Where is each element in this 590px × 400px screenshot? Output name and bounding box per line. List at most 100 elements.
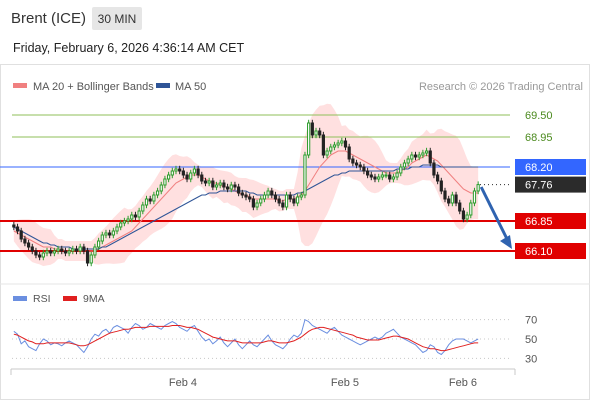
candle-body <box>23 238 27 244</box>
candle-body <box>93 246 97 256</box>
candle-body <box>303 154 307 196</box>
candle-body <box>152 194 156 202</box>
candle-body <box>170 170 174 176</box>
candle-body <box>218 182 222 186</box>
candle-body <box>321 134 325 156</box>
candle-body <box>340 140 344 144</box>
candle-body <box>428 150 432 164</box>
candle-body <box>96 240 101 248</box>
candle-body <box>439 180 443 192</box>
candle-body <box>148 198 152 202</box>
candle-body <box>343 140 348 148</box>
candle-body <box>454 194 458 204</box>
candle-body <box>447 198 451 204</box>
candle-body <box>310 122 314 136</box>
candle-body <box>237 186 241 194</box>
rsi-ma-legend-label: 9MA <box>83 293 105 305</box>
candle-body <box>192 168 197 174</box>
candle-body <box>111 230 115 236</box>
candle-body <box>307 122 311 156</box>
candle-body <box>200 174 204 182</box>
candle-body <box>141 204 145 212</box>
candle-body <box>366 170 370 176</box>
level-box-66.10 <box>515 243 586 259</box>
candle-body <box>292 198 296 204</box>
candle-body <box>122 220 126 224</box>
candle-body <box>137 210 141 218</box>
forecast-arrow-head <box>500 235 512 249</box>
candle-body <box>63 250 68 254</box>
candle-body <box>391 176 396 180</box>
candle-body <box>388 174 392 180</box>
candle-body <box>196 168 200 176</box>
candle-body <box>155 190 160 196</box>
candle-body <box>214 184 219 188</box>
candle-body <box>351 158 355 164</box>
candle-body <box>406 158 410 164</box>
candle-body <box>465 214 469 220</box>
level-label-69.50: 69.50 <box>525 110 553 122</box>
candle-body <box>229 184 233 190</box>
research-credit: Research © 2026 Trading Central <box>419 81 583 93</box>
level-label-68.95: 68.95 <box>525 132 553 144</box>
candle-body <box>108 232 112 236</box>
candle-body <box>185 174 189 180</box>
candle-body <box>34 250 38 256</box>
candle-body <box>395 172 399 178</box>
candle-body <box>373 176 377 180</box>
candle-body <box>476 184 480 192</box>
candle-body <box>49 250 53 254</box>
bollinger-bands <box>13 103 479 267</box>
candle-body <box>248 196 252 200</box>
candle-body <box>399 166 403 174</box>
ma50-legend-label: MA 50 <box>175 81 206 93</box>
rsi-legend-label: RSI <box>33 293 51 305</box>
candle-body <box>104 232 108 236</box>
candle-body <box>130 214 134 220</box>
rsi-series-RSI <box>13 318 479 356</box>
candle-body <box>78 246 82 252</box>
candle-body <box>281 202 285 208</box>
candle-body <box>222 182 226 188</box>
candle-body <box>432 162 436 176</box>
candle-body <box>358 164 362 168</box>
timeframe-button[interactable]: 30 MIN <box>92 7 142 30</box>
candle-body <box>207 180 211 184</box>
candle-body <box>167 174 171 180</box>
candle-body <box>266 190 270 196</box>
chart-datetime: Friday, February 6, 2026 4:36:14 AM CET <box>13 41 245 55</box>
header-bar: Brent (ICE) 30 MIN <box>0 0 590 36</box>
candle-body <box>354 162 359 166</box>
candle-body <box>67 250 71 254</box>
level-label-66.85: 66.85 <box>525 216 553 228</box>
candle-body <box>85 250 90 264</box>
candle-body <box>417 154 421 158</box>
candle-body <box>318 130 322 136</box>
ma20-legend-swatch <box>13 83 27 88</box>
forecast-arrow-shaft <box>479 186 511 244</box>
x-tick-label: Feb 6 <box>449 377 477 389</box>
candle-body <box>314 130 318 136</box>
candle-body <box>421 152 425 156</box>
candle-body <box>329 146 333 152</box>
candle-body <box>472 190 477 204</box>
candle-body <box>56 248 60 252</box>
candle-body <box>410 154 414 160</box>
candle-body <box>332 144 337 148</box>
candle-body <box>126 218 130 222</box>
candle-body <box>174 168 178 172</box>
level-label-66.10: 66.10 <box>525 246 553 258</box>
candle-body <box>384 174 388 177</box>
candle-body <box>362 166 366 172</box>
candle-body <box>119 222 123 228</box>
rsi-tick-70: 70 <box>525 315 537 327</box>
candle-body <box>299 194 303 198</box>
candle-body <box>273 194 278 200</box>
candle-body <box>255 202 259 208</box>
level-box-67.76 <box>515 176 586 193</box>
candle-body <box>15 226 20 232</box>
candle-body <box>203 180 208 184</box>
candle-body <box>262 194 267 200</box>
candle-body <box>159 184 163 192</box>
candle-body <box>336 142 340 146</box>
